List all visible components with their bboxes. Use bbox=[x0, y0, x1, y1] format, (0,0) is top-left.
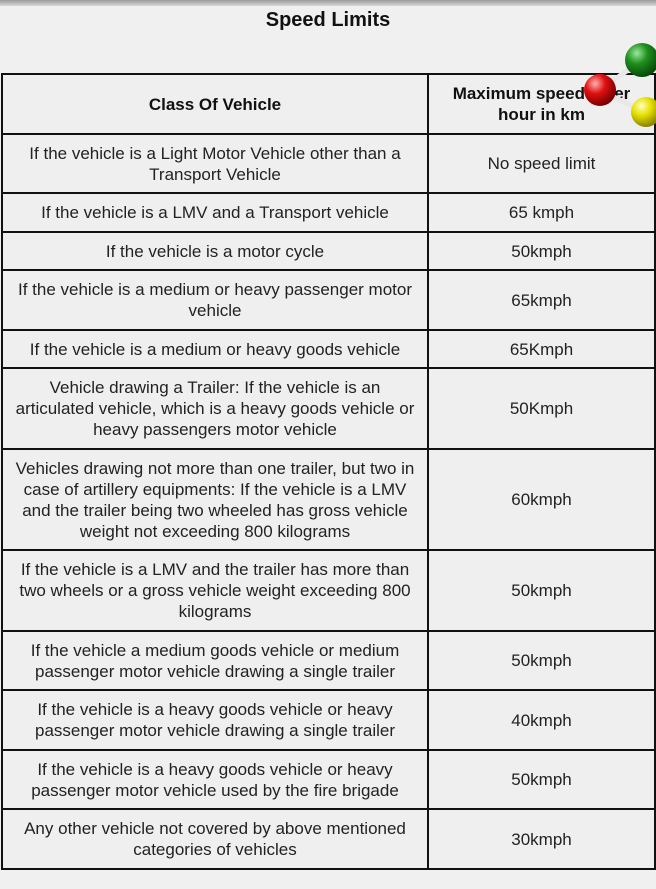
speed-cell: 50kmph bbox=[427, 749, 656, 810]
speed-cell: 65Kmph bbox=[427, 329, 656, 369]
speed-cell: 50kmph bbox=[427, 231, 656, 271]
header-maximum-speed: Maximum speed li per hour in km bbox=[427, 73, 656, 135]
header-class-of-vehicle: Class Of Vehicle bbox=[1, 73, 429, 135]
speed-limits-table-container: Class Of Vehicle Maximum speed li per ho… bbox=[1, 73, 656, 870]
top-shadow-bar bbox=[0, 0, 656, 6]
speed-cell: 30kmph bbox=[427, 808, 656, 870]
vehicle-cell: If the vehicle is a Light Motor Vehicle … bbox=[1, 133, 429, 194]
table-row: Any other vehicle not covered by above m… bbox=[1, 808, 656, 870]
table-row: If the vehicle is a heavy goods vehicle … bbox=[1, 689, 656, 751]
vehicle-cell: Vehicles drawing not more than one trail… bbox=[1, 448, 429, 551]
vehicle-cell: If the vehicle is a medium or heavy pass… bbox=[1, 269, 429, 331]
table-row: If the vehicle is a medium or heavy pass… bbox=[1, 269, 656, 331]
vehicle-cell: If the vehicle is a LMV and the trailer … bbox=[1, 549, 429, 632]
speed-cell: 50Kmph bbox=[427, 367, 656, 450]
table-row: If the vehicle is a Light Motor Vehicle … bbox=[1, 133, 656, 194]
vehicle-cell: If the vehicle is a medium or heavy good… bbox=[1, 329, 429, 369]
vehicle-cell: If the vehicle is a heavy goods vehicle … bbox=[1, 749, 429, 810]
table-row: Vehicles drawing not more than one trail… bbox=[1, 448, 656, 551]
table-row: If the vehicle is a heavy goods vehicle … bbox=[1, 749, 656, 810]
table-row: If the vehicle a medium goods vehicle or… bbox=[1, 630, 656, 691]
table-row: If the vehicle is a medium or heavy good… bbox=[1, 329, 656, 369]
speed-cell: 65 kmph bbox=[427, 192, 656, 233]
page-title: Speed Limits bbox=[265, 9, 391, 31]
speed-cell: 50kmph bbox=[427, 549, 656, 632]
table-body: If the vehicle is a Light Motor Vehicle … bbox=[1, 133, 656, 870]
vehicle-cell: If the vehicle is a heavy goods vehicle … bbox=[1, 689, 429, 751]
table-row: Vehicle drawing a Trailer: If the vehicl… bbox=[1, 367, 656, 450]
table-header-row: Class Of Vehicle Maximum speed li per ho… bbox=[1, 73, 656, 135]
table-row: If the vehicle is a LMV and a Transport … bbox=[1, 192, 656, 233]
green-ball bbox=[625, 43, 656, 77]
speed-cell: 50kmph bbox=[427, 630, 656, 691]
vehicle-cell: If the vehicle a medium goods vehicle or… bbox=[1, 630, 429, 691]
vehicle-cell: If the vehicle is a LMV and a Transport … bbox=[1, 192, 429, 233]
speed-limits-table: Class Of Vehicle Maximum speed li per ho… bbox=[1, 73, 656, 870]
vehicle-cell: Vehicle drawing a Trailer: If the vehicl… bbox=[1, 367, 429, 450]
speed-cell: 60kmph bbox=[427, 448, 656, 551]
speed-cell: 40kmph bbox=[427, 689, 656, 751]
vehicle-cell: If the vehicle is a motor cycle bbox=[1, 231, 429, 271]
table-row: If the vehicle is a LMV and the trailer … bbox=[1, 549, 656, 632]
speed-cell: No speed limit bbox=[427, 133, 656, 194]
speed-cell: 65kmph bbox=[427, 269, 656, 331]
vehicle-cell: Any other vehicle not covered by above m… bbox=[1, 808, 429, 870]
table-row: If the vehicle is a motor cycle 50kmph bbox=[1, 231, 656, 271]
